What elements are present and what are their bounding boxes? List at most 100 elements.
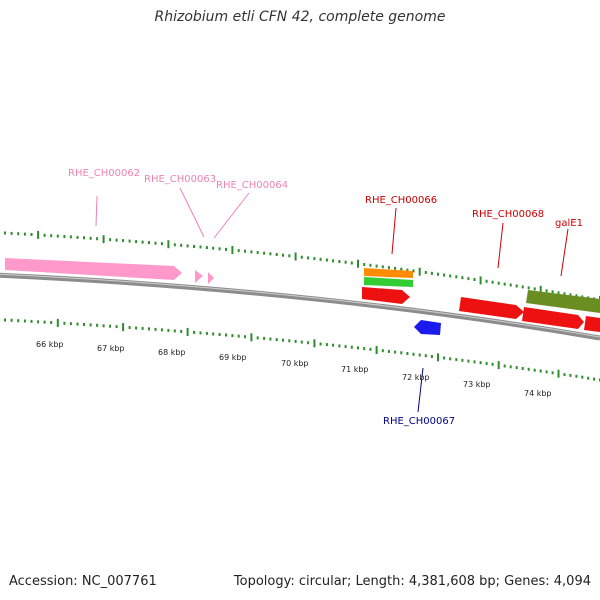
outer-minor-tick [50,234,53,238]
inner-minor-tick [282,338,284,342]
inner-minor-tick [167,328,170,332]
gene-label-rhe-ch00068: RHE_CH00068 [472,209,544,220]
scale-label-70: 70 kbp [281,359,309,368]
inner-minor-tick [160,328,163,332]
scale-label-71: 71 kbp [341,365,369,374]
inner-minor-tick [412,352,415,356]
outer-minor-tick [381,265,384,269]
outer-minor-tick [263,251,266,255]
inner-minor-tick [319,342,322,346]
inner-minor-tick [154,327,157,331]
outer-minor-tick [515,284,518,288]
outer-tick-row [4,230,600,304]
inner-minor-tick [128,326,131,329]
outer-minor-tick [17,232,20,236]
leader-line [95,195,98,227]
outer-minor-tick [350,261,353,265]
inner-minor-tick [218,333,221,336]
outer-minor-tick [212,246,215,250]
inner-minor-tick [344,345,347,349]
gene-rhe-ch00063[interactable] [195,270,203,283]
outer-minor-tick [307,256,310,260]
inner-minor-tick [83,323,85,326]
inner-minor-tick [461,358,464,362]
inner-minor-tick [225,333,227,337]
outer-minor-tick [557,291,560,295]
outer-minor-tick [56,234,59,238]
outer-minor-tick [521,285,524,289]
gene-red-next[interactable] [522,307,584,329]
outer-minor-tick [375,264,378,268]
outer-minor-tick [363,263,366,266]
scale-label-73: 73 kbp [463,380,491,389]
inner-minor-tick [102,324,105,328]
gene-rhe-ch00067[interactable] [414,320,441,335]
inner-minor-tick [76,322,79,326]
inner-minor-tick [193,330,196,334]
inner-major-tick [250,333,253,342]
leader-line [560,228,569,277]
inner-minor-tick [491,362,494,366]
outer-minor-tick [122,239,125,243]
outer-minor-tick [503,282,506,286]
gene-rhe-ch00066-green[interactable] [364,277,413,287]
inner-minor-tick [406,352,409,355]
inner-major-tick [313,339,316,348]
outer-minor-tick [218,247,221,251]
gene-gale1[interactable] [526,290,600,313]
inner-minor-tick [418,353,421,357]
outer-minor-tick [186,244,189,248]
outer-minor-tick [135,240,138,244]
outer-minor-tick [256,251,259,254]
leader-line [497,222,504,269]
inner-minor-tick [509,365,512,369]
outer-minor-tick [387,266,390,270]
inner-minor-tick [205,331,208,335]
outer-minor-tick [533,287,536,291]
outer-major-tick [357,259,359,268]
scale-label-72: 72 kbp [402,373,430,382]
inner-minor-tick [521,367,524,370]
gene-rhe-ch00068[interactable] [459,297,524,319]
outer-minor-tick [237,249,240,253]
outer-minor-tick [4,231,6,235]
outer-minor-tick [437,272,439,276]
outer-minor-tick [115,238,118,242]
inner-minor-tick [473,360,476,364]
outer-minor-tick [473,278,476,281]
gene-red-edge[interactable] [584,316,600,332]
topology-summary: Topology: circular; Length: 4,381,608 bp… [233,574,591,589]
inner-minor-tick [17,319,20,323]
outer-minor-tick [83,236,85,240]
inner-tick-row [4,318,600,382]
outer-minor-tick [449,274,452,278]
inner-minor-tick [394,350,397,354]
gene-rhe-ch00062[interactable] [5,258,182,280]
outer-major-tick [231,246,234,254]
outer-minor-tick [282,253,284,257]
inner-minor-tick [581,375,584,379]
outer-minor-tick [369,263,372,267]
inner-major-tick [375,346,378,354]
gene-label-rhe-ch00066: RHE_CH00066 [365,195,437,206]
outer-minor-tick [400,267,403,271]
outer-minor-tick [412,269,415,273]
inner-minor-tick [563,373,566,377]
outer-minor-tick [424,271,427,274]
gene-rhe-ch00066-red[interactable] [362,287,410,304]
inner-minor-tick [89,323,92,327]
inner-minor-tick [180,329,183,333]
gene-rhe-ch00064[interactable] [208,272,214,284]
outer-minor-tick [569,293,572,297]
outer-major-tick [167,240,170,249]
outer-minor-tick [430,271,433,275]
inner-minor-tick [545,370,548,374]
leader-line [213,192,250,239]
outer-minor-tick [76,235,79,239]
inner-major-tick [437,353,439,362]
outer-minor-tick [109,238,112,242]
outer-major-tick [539,285,542,294]
inner-minor-tick [237,334,240,338]
gene-rhe-ch00066-orange[interactable] [364,268,413,278]
outer-minor-tick [96,237,99,241]
